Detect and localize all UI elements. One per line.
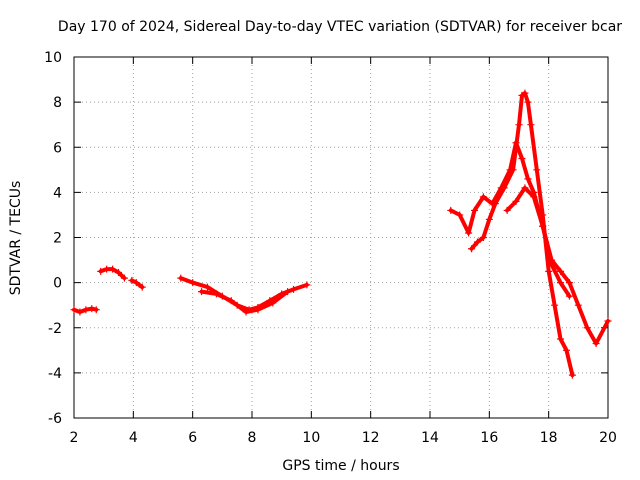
y-tick-label: 10 bbox=[44, 50, 62, 66]
x-tick-label: 8 bbox=[248, 430, 257, 446]
data-point bbox=[548, 261, 556, 269]
data-point bbox=[456, 211, 464, 219]
data-point bbox=[212, 290, 220, 298]
data-point bbox=[524, 175, 532, 183]
x-tick-label: 6 bbox=[188, 430, 197, 446]
y-tick-label: 2 bbox=[53, 231, 62, 247]
y-axis: -6 -4 -2 0 2 4 6 8 10 bbox=[44, 50, 608, 427]
data-point bbox=[468, 245, 476, 253]
data-point bbox=[512, 197, 520, 205]
x-axis-label: GPS time / hours bbox=[282, 458, 399, 474]
data-point bbox=[565, 292, 573, 300]
series-arc-5 bbox=[198, 288, 292, 316]
x-tick-label: 4 bbox=[129, 430, 138, 446]
x-tick-label: 14 bbox=[421, 430, 439, 446]
data-point bbox=[479, 193, 487, 201]
data-point bbox=[120, 274, 128, 282]
y-tick-label: 4 bbox=[53, 185, 62, 201]
x-tick-label: 16 bbox=[480, 430, 498, 446]
data-point bbox=[500, 184, 508, 192]
data-point bbox=[269, 299, 277, 307]
data-point bbox=[88, 305, 96, 313]
data-point bbox=[485, 215, 493, 223]
data-point bbox=[557, 267, 565, 275]
data-point bbox=[177, 274, 185, 282]
y-tick-label: -2 bbox=[48, 321, 62, 337]
data-point bbox=[592, 340, 600, 348]
data-point bbox=[565, 279, 573, 287]
data-point bbox=[109, 265, 117, 273]
data-point bbox=[518, 155, 526, 163]
data-point bbox=[604, 317, 612, 325]
data-point bbox=[82, 306, 90, 314]
data-point bbox=[503, 206, 511, 214]
data-point bbox=[290, 285, 298, 293]
data-point bbox=[533, 166, 541, 174]
data-point bbox=[521, 184, 529, 192]
data-point bbox=[471, 206, 478, 214]
data-point bbox=[254, 306, 262, 314]
data-point bbox=[115, 268, 122, 276]
data-point bbox=[568, 371, 576, 379]
x-tick-label: 12 bbox=[362, 430, 380, 446]
data-point bbox=[539, 222, 547, 230]
data-point bbox=[527, 121, 535, 129]
data-point bbox=[491, 200, 499, 208]
x-tick-label: 20 bbox=[599, 430, 617, 446]
data-point bbox=[515, 121, 523, 129]
data-point bbox=[562, 346, 570, 354]
data-point bbox=[303, 281, 311, 289]
data-point bbox=[103, 265, 111, 273]
data-point bbox=[242, 308, 250, 316]
data-point bbox=[447, 206, 455, 214]
y-tick-label: -6 bbox=[48, 411, 62, 427]
y-tick-label: 6 bbox=[53, 140, 62, 156]
x-tick-label: 10 bbox=[302, 430, 320, 446]
series-arc-8 bbox=[503, 184, 573, 300]
series-arc-7 bbox=[468, 89, 576, 379]
data-point bbox=[465, 229, 473, 237]
data-point bbox=[509, 166, 517, 174]
series-arc-2 bbox=[97, 265, 128, 282]
series-arc-1 bbox=[70, 305, 100, 316]
y-tick-label: -4 bbox=[48, 366, 62, 382]
data-point bbox=[521, 89, 529, 97]
data-point bbox=[97, 267, 105, 275]
data-point bbox=[551, 301, 559, 309]
data-point bbox=[545, 267, 553, 275]
data-point bbox=[473, 238, 481, 246]
data-point bbox=[583, 324, 591, 332]
chart-title: Day 170 of 2024, Sidereal Day-to-day VTE… bbox=[58, 19, 622, 35]
data-point bbox=[189, 279, 197, 287]
data-series bbox=[70, 89, 612, 379]
data-point bbox=[132, 279, 140, 287]
data-point bbox=[557, 279, 565, 287]
data-point bbox=[479, 234, 487, 241]
x-tick-label: 2 bbox=[70, 430, 79, 446]
data-point bbox=[138, 283, 146, 291]
data-point bbox=[227, 297, 235, 305]
data-point bbox=[204, 283, 211, 291]
data-point bbox=[198, 288, 206, 296]
data-point bbox=[92, 306, 100, 314]
data-point bbox=[284, 288, 292, 296]
series-arc-3 bbox=[128, 276, 146, 291]
series-trace bbox=[448, 140, 610, 346]
data-point bbox=[128, 276, 136, 284]
data-point bbox=[70, 306, 78, 314]
data-point bbox=[524, 98, 532, 106]
x-axis: 2 4 6 8 10 12 14 16 18 20 bbox=[70, 57, 617, 446]
series-trace bbox=[505, 185, 572, 299]
y-tick-label: 0 bbox=[53, 276, 62, 292]
series-arc-6 bbox=[447, 139, 612, 348]
grid-lines bbox=[74, 57, 608, 418]
data-point bbox=[530, 193, 538, 201]
y-tick-label: 8 bbox=[53, 95, 62, 111]
x-tick-label: 18 bbox=[540, 430, 558, 446]
y-axis-label: SDTVAR / TECUs bbox=[8, 181, 24, 296]
data-point bbox=[574, 301, 582, 309]
data-point bbox=[557, 335, 565, 343]
data-point bbox=[76, 308, 84, 316]
